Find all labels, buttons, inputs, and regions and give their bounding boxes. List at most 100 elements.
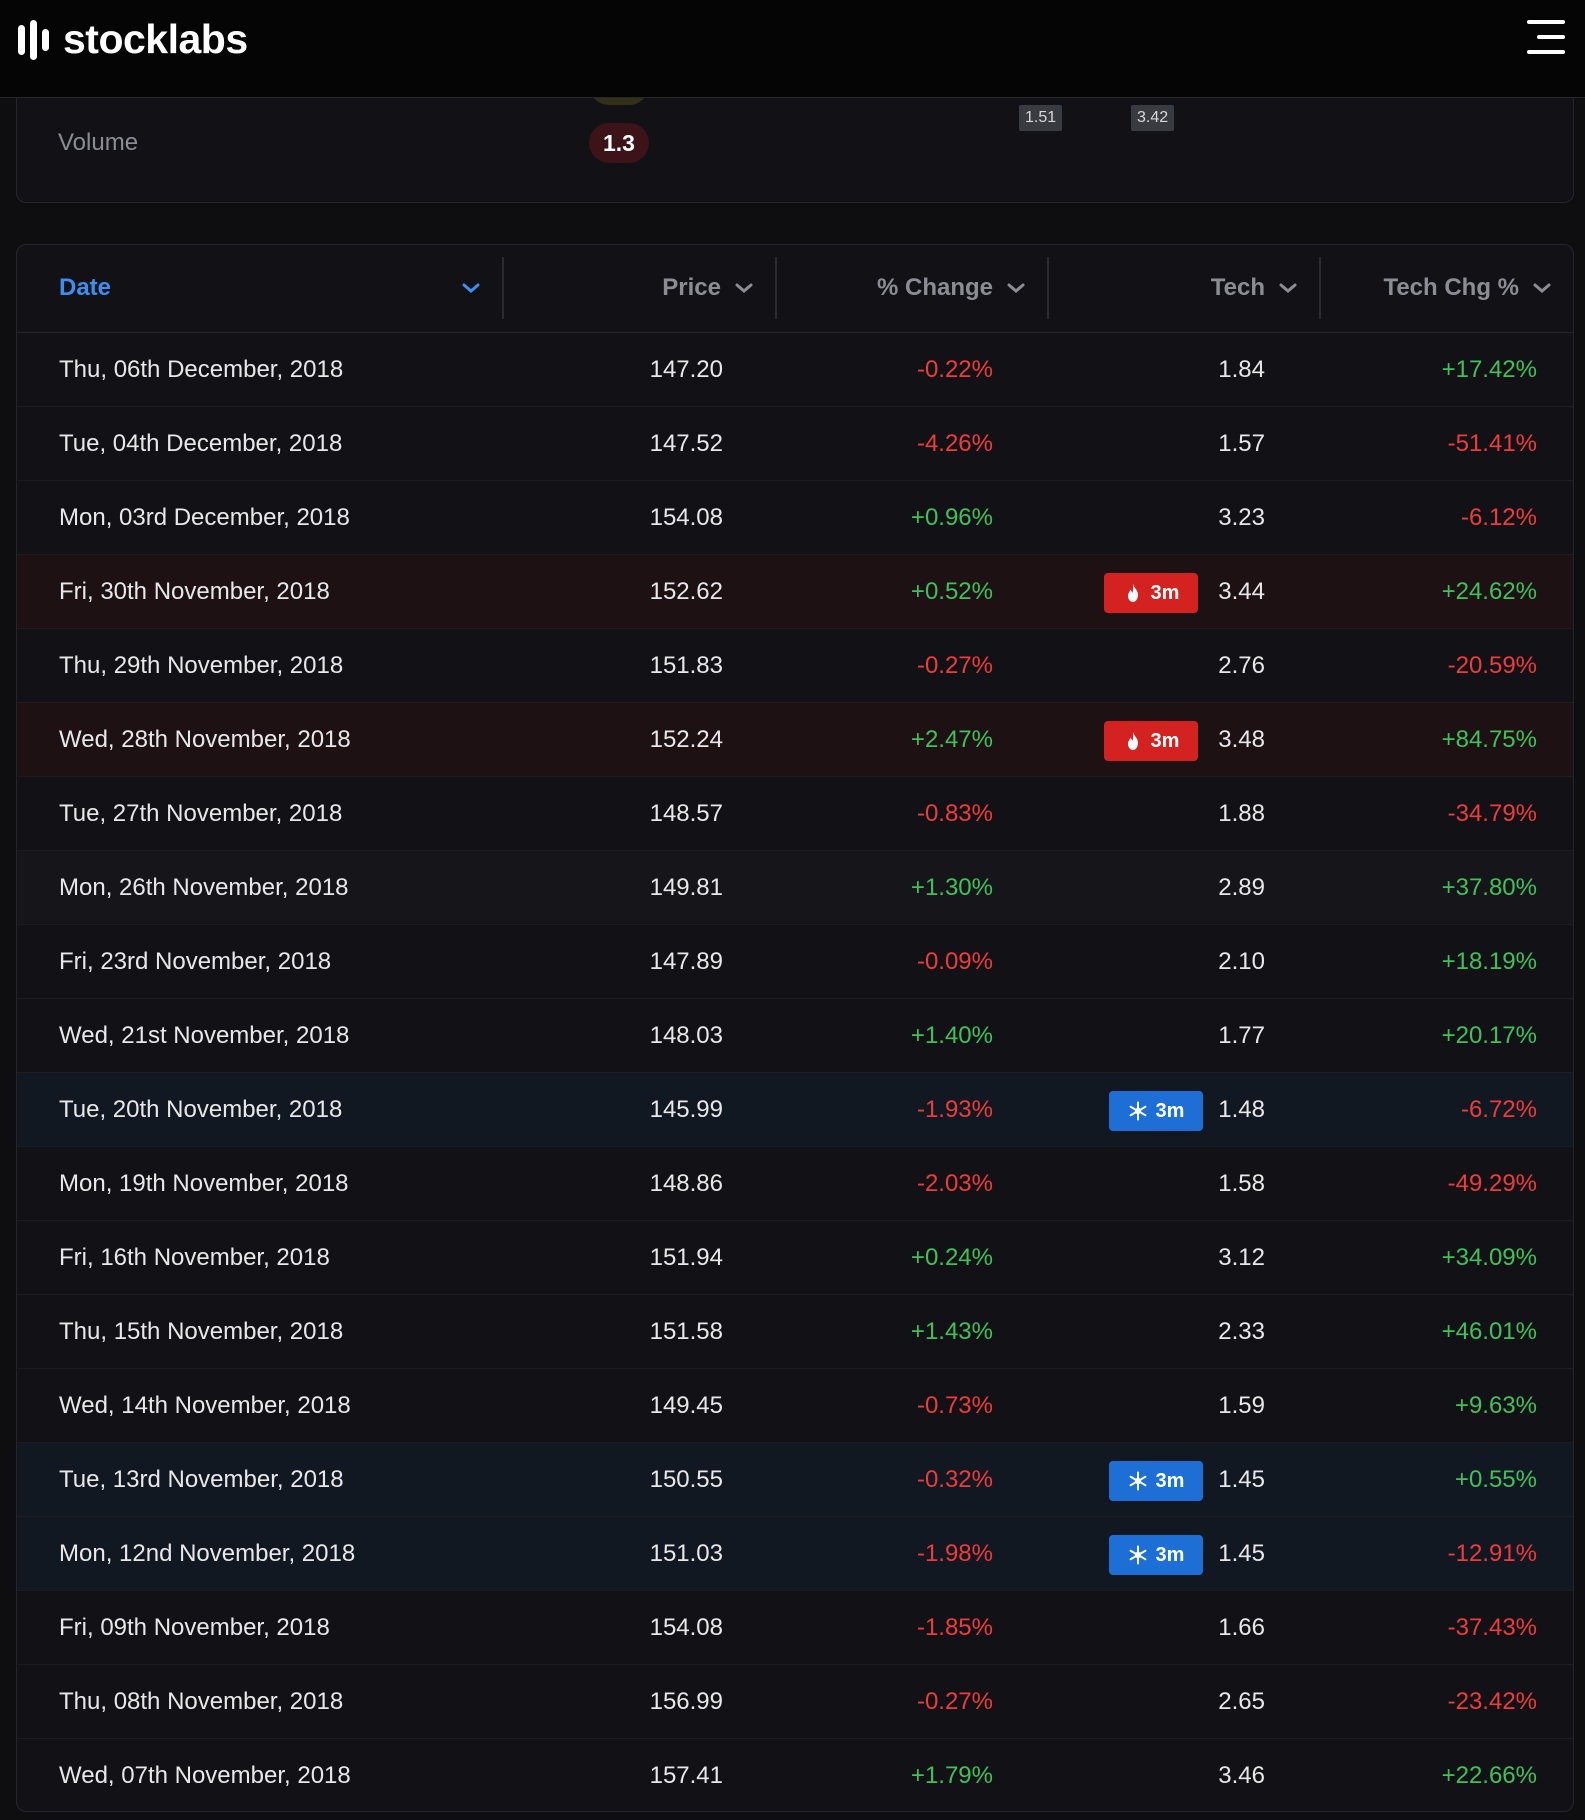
table-row[interactable]: Tue, 20th November, 2018 145.99 -1.93% 3m 1.… xyxy=(17,1073,1573,1147)
cell-change: +1.30% xyxy=(910,874,993,901)
cell-tech: 1.59 xyxy=(1218,1392,1265,1419)
cell-tech: 2.33 xyxy=(1218,1318,1265,1345)
table-row[interactable]: Fri, 30th November, 2018 152.62 +0.52% 3m 3.… xyxy=(17,555,1573,629)
cell-tech-chg: -37.43% xyxy=(1447,1614,1537,1641)
column-date[interactable]: Date xyxy=(59,257,504,319)
cell-tech: 1.77 xyxy=(1218,1022,1265,1049)
logo[interactable]: stocklabs xyxy=(18,16,248,63)
cell-tech: 1.88 xyxy=(1218,800,1265,827)
cell-date: Wed, 21st November, 2018 xyxy=(59,1022,350,1049)
cell-price: 148.57 xyxy=(649,800,723,827)
cold-streak-badge: 3m xyxy=(1109,1461,1203,1501)
table-header: Date Price % Change Tech Tech Chg % xyxy=(17,245,1573,333)
cell-tech-chg: +24.62% xyxy=(1441,578,1537,605)
cell-tech-chg: -49.29% xyxy=(1447,1170,1537,1197)
column-price-label: Price xyxy=(662,274,721,301)
logo-bars-icon xyxy=(18,19,49,60)
badge-label: 3m xyxy=(1155,1543,1185,1566)
cell-price: 149.81 xyxy=(649,874,723,901)
cell-tech-chg: -12.91% xyxy=(1447,1540,1537,1567)
column-tech-chg[interactable]: Tech Chg % xyxy=(1323,257,1573,319)
cell-price: 152.24 xyxy=(649,726,723,753)
cell-change: +0.24% xyxy=(910,1244,993,1271)
cell-tech: 1.57 xyxy=(1218,430,1265,457)
logo-text: stocklabs xyxy=(63,16,248,62)
cell-tech-chg: +0.55% xyxy=(1454,1466,1537,1493)
table-row[interactable]: Thu, 29th November, 2018 151.83 -0.27% 2.76… xyxy=(17,629,1573,703)
table-row[interactable]: Mon, 12nd November, 2018 151.03 -1.98% 3m 1.… xyxy=(17,1517,1573,1591)
hot-streak-badge: 3m xyxy=(1104,721,1198,761)
table-row[interactable]: Tue, 04th December, 2018 147.52 -4.26% 1.57… xyxy=(17,407,1573,481)
cell-date: Tue, 20th November, 2018 xyxy=(59,1096,343,1123)
cell-change: +2.47% xyxy=(910,726,993,753)
cell-date: Tue, 04th December, 2018 xyxy=(59,430,343,457)
cell-price: 148.86 xyxy=(649,1170,723,1197)
cell-price: 151.58 xyxy=(649,1318,723,1345)
column-tech[interactable]: Tech xyxy=(1051,257,1321,319)
cell-tech-chg: -51.41% xyxy=(1447,430,1537,457)
table-row[interactable]: Fri, 16th November, 2018 151.94 +0.24% 3.12… xyxy=(17,1221,1573,1295)
cell-tech: 1.84 xyxy=(1218,356,1265,383)
cell-tech: 2.65 xyxy=(1218,1688,1265,1715)
cell-tech: 1.66 xyxy=(1218,1614,1265,1641)
cell-tech-chg: +34.09% xyxy=(1441,1244,1537,1271)
cell-tech-chg: +20.17% xyxy=(1441,1022,1537,1049)
cell-tech: 3.46 xyxy=(1218,1762,1265,1789)
cell-date: Mon, 12nd November, 2018 xyxy=(59,1540,356,1567)
chevron-down-icon xyxy=(735,283,753,293)
cell-price: 148.03 xyxy=(649,1022,723,1049)
chevron-down-icon xyxy=(1007,283,1025,293)
table-row[interactable]: Tue, 27th November, 2018 148.57 -0.83% 1.88… xyxy=(17,777,1573,851)
cell-price: 151.83 xyxy=(649,652,723,679)
table-row[interactable]: Wed, 14th November, 2018 149.45 -0.73% 1.59… xyxy=(17,1369,1573,1443)
range-tick-high: 3.42 xyxy=(1131,105,1175,131)
table-row[interactable]: Fri, 23rd November, 2018 147.89 -0.09% 2.10… xyxy=(17,925,1573,999)
cell-date: Fri, 30th November, 2018 xyxy=(59,578,330,605)
table-row[interactable]: Wed, 21st November, 2018 148.03 +1.40% 1.77… xyxy=(17,999,1573,1073)
table-row[interactable]: Mon, 26th November, 2018 149.81 +1.30% 2.89… xyxy=(17,851,1573,925)
cell-change: -0.32% xyxy=(916,1466,993,1493)
column-change-label: % Change xyxy=(876,274,993,301)
cell-change: -4.26% xyxy=(916,430,993,457)
cell-change: -2.03% xyxy=(916,1170,993,1197)
cell-tech: 3.12 xyxy=(1218,1244,1265,1271)
table-row[interactable]: Thu, 06th December, 2018 147.20 -0.22% 1.84… xyxy=(17,333,1573,407)
table-row[interactable]: Wed, 28th November, 2018 152.24 +2.47% 3m 3.… xyxy=(17,703,1573,777)
table-row[interactable]: Tue, 13rd November, 2018 150.55 -0.32% 3m 1.… xyxy=(17,1443,1573,1517)
cell-tech-chg: +37.80% xyxy=(1441,874,1537,901)
table-row[interactable]: Mon, 19th November, 2018 148.86 -2.03% 1.58… xyxy=(17,1147,1573,1221)
cell-price: 147.20 xyxy=(649,356,723,383)
volume-value-pill: 1.3 xyxy=(589,123,649,163)
cell-price: 147.89 xyxy=(649,948,723,975)
table-row[interactable]: Fri, 09th November, 2018 154.08 -1.85% 1.66… xyxy=(17,1591,1573,1665)
cell-change: -1.98% xyxy=(916,1540,993,1567)
cell-price: 154.08 xyxy=(649,1614,723,1641)
hamburger-menu-icon[interactable] xyxy=(1527,20,1565,56)
cell-tech-chg: -6.72% xyxy=(1460,1096,1537,1123)
table-row[interactable]: Wed, 07th November, 2018 157.41 +1.79% 3.46… xyxy=(17,1739,1573,1811)
cell-change: -0.27% xyxy=(916,652,993,679)
cell-tech: 1.45 xyxy=(1218,1466,1265,1493)
cell-tech: 2.89 xyxy=(1218,874,1265,901)
cell-tech-chg: +22.66% xyxy=(1441,1762,1537,1789)
table-row[interactable]: Thu, 15th November, 2018 151.58 +1.43% 2.33… xyxy=(17,1295,1573,1369)
cell-price: 150.55 xyxy=(649,1466,723,1493)
cell-tech-chg: -23.42% xyxy=(1447,1688,1537,1715)
badge-label: 3m xyxy=(1150,729,1180,752)
cell-date: Wed, 28th November, 2018 xyxy=(59,726,351,753)
hot-streak-badge: 3m xyxy=(1104,573,1198,613)
table-row[interactable]: Thu, 08th November, 2018 156.99 -0.27% 2.65… xyxy=(17,1665,1573,1739)
column-date-label: Date xyxy=(59,274,112,301)
cell-date: Fri, 16th November, 2018 xyxy=(59,1244,330,1271)
cell-tech: 3.48 xyxy=(1218,726,1265,753)
cell-tech: 2.76 xyxy=(1218,652,1265,679)
cell-tech-chg: +18.19% xyxy=(1441,948,1537,975)
column-price[interactable]: Price xyxy=(507,257,777,319)
cell-change: -1.93% xyxy=(916,1096,993,1123)
snowflake-icon xyxy=(1129,1471,1146,1491)
column-change[interactable]: % Change xyxy=(779,257,1049,319)
cell-tech-chg: +84.75% xyxy=(1441,726,1537,753)
cell-change: +1.43% xyxy=(910,1318,993,1345)
cell-tech-chg: -34.79% xyxy=(1447,800,1537,827)
table-row[interactable]: Mon, 03rd December, 2018 154.08 +0.96% 3.23… xyxy=(17,481,1573,555)
